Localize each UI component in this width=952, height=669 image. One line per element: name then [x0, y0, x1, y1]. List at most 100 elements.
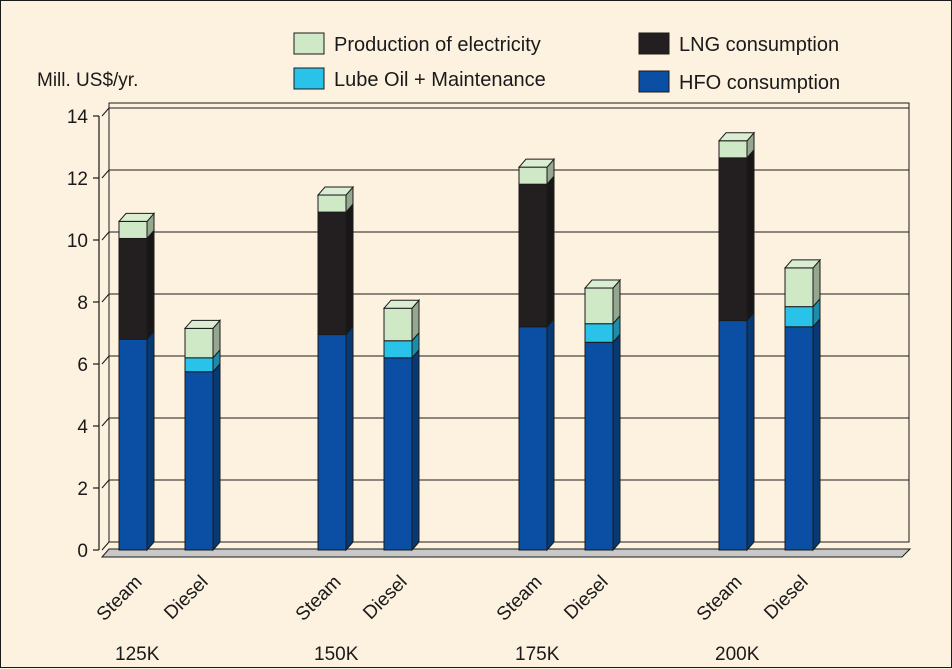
legend-production-of-electricity-label: Production of electricity	[334, 34, 541, 56]
bar-150K-steam-lng-consumption-front	[317, 211, 347, 336]
bar-top-125K-steam	[117, 212, 156, 222]
bar-150K-diesel-hfo-consumption-side	[411, 348, 420, 552]
bar-125K-steam-lng-consumption	[118, 229, 155, 341]
y-tick-label-8: 8	[77, 293, 88, 314]
bar-125K-steam-hfo-consumption	[118, 329, 155, 552]
bar-top-125K-diesel	[183, 319, 222, 329]
group-label-125K: 125K	[115, 644, 160, 665]
bar-175K-diesel-production-of-electricity	[584, 278, 621, 326]
bar-200K-steam-production-of-electricity-front	[718, 140, 748, 159]
y-tick-label-6: 6	[77, 355, 88, 376]
legend-lube-oil-maintenance-swatch	[293, 67, 325, 90]
y-tick-label-4: 4	[77, 417, 88, 438]
bar-125K-diesel-hfo-consumption-side	[212, 362, 221, 552]
bar-200K-steam-hfo-consumption	[718, 311, 755, 552]
bar-175K-diesel-lube-oil-maintenance-front	[584, 323, 614, 343]
bar-top-175K-diesel	[583, 279, 622, 289]
y-axis-label: Mill. US$/yr.	[37, 70, 138, 91]
legend-lng-consumption-swatch	[638, 32, 670, 55]
legend-production-of-electricity-swatch	[293, 32, 325, 55]
group-label-200K: 200K	[715, 644, 760, 665]
category-label-150K-diesel: Diesel	[359, 572, 411, 624]
grid-depth-0	[101, 541, 110, 551]
legend-hfo-consumption: HFO consumption	[638, 70, 840, 94]
bar-175K-steam-lng-consumption-front	[518, 183, 548, 328]
bar-200K-steam-lng-consumption	[718, 148, 755, 322]
bar-125K-diesel-hfo-consumption	[184, 362, 221, 552]
legend-lng-consumption-label: LNG consumption	[679, 34, 839, 56]
y-tick-label-2: 2	[77, 479, 88, 500]
bar-top-175K-steam	[517, 158, 556, 168]
bar-175K-steam-hfo-consumption	[518, 317, 555, 552]
bar-200K-diesel-hfo-consumption-side	[812, 317, 821, 552]
legend-lng-consumption: LNG consumption	[638, 32, 839, 56]
category-label-175K-diesel: Diesel	[560, 572, 612, 624]
bar-125K-steam-lng-consumption-front	[118, 237, 148, 340]
bar-150K-steam-production-of-electricity	[317, 185, 354, 214]
bar-150K-diesel-hfo-consumption-front	[383, 357, 413, 551]
bar-150K-diesel-lube-oil-maintenance	[383, 331, 420, 360]
y-tick-label-12: 12	[67, 169, 88, 190]
bar-200K-diesel-hfo-consumption	[784, 317, 821, 552]
bar-125K-steam-lng-consumption-side	[146, 229, 155, 341]
plot-floor	[100, 548, 912, 558]
bar-175K-steam-lng-consumption	[518, 174, 555, 329]
group-label-175K: 175K	[515, 644, 560, 665]
bar-125K-diesel-lube-oil-maintenance	[184, 348, 221, 374]
category-label-150K-steam: Steam	[292, 572, 346, 626]
bar-200K-steam-hfo-consumption-side	[746, 311, 755, 552]
bar-175K-steam-lng-consumption-side	[546, 174, 555, 329]
bar-top-200K-diesel	[783, 259, 822, 269]
bar-200K-steam-lng-consumption-front	[718, 157, 748, 322]
bar-125K-steam-hfo-consumption-side	[146, 329, 155, 552]
bar-200K-diesel-production-of-electricity-front	[784, 267, 814, 308]
legend-production-of-electricity: Production of electricity	[293, 32, 541, 56]
bar-175K-diesel-hfo-consumption-front	[584, 341, 614, 551]
y-tick-label-10: 10	[67, 231, 88, 252]
bar-150K-steam-lng-consumption-side	[345, 202, 354, 336]
bar-125K-diesel-production-of-electricity	[184, 319, 221, 360]
y-tick-label-14: 14	[67, 107, 89, 128]
bar-125K-steam-production-of-electricity-front	[118, 220, 148, 239]
bar-125K-steam-hfo-consumption-front	[118, 338, 148, 551]
category-label-200K-steam: Steam	[693, 572, 747, 626]
bar-150K-steam-production-of-electricity-front	[317, 194, 347, 213]
bar-top-150K-diesel	[382, 299, 421, 309]
bar-200K-diesel-lube-oil-maintenance-front	[784, 306, 814, 328]
bar-175K-diesel-production-of-electricity-front	[584, 287, 614, 325]
legend-hfo-consumption-label: HFO consumption	[679, 72, 840, 94]
bar-200K-diesel-hfo-consumption-front	[784, 326, 814, 551]
bar-175K-steam-hfo-consumption-front	[518, 326, 548, 551]
bar-top-150K-steam	[316, 186, 355, 196]
grid-depth-10	[101, 231, 110, 241]
y-tick-label-0: 0	[77, 541, 88, 562]
bar-150K-steam-lng-consumption	[317, 202, 354, 336]
bar-150K-steam-hfo-consumption	[317, 325, 354, 552]
legend-lube-oil-maintenance-label: Lube Oil + Maintenance	[334, 69, 546, 91]
grid-depth-12	[101, 169, 110, 179]
category-label-200K-diesel: Diesel	[760, 572, 812, 624]
category-label-175K-steam: Steam	[493, 572, 547, 626]
legend-hfo-consumption-swatch	[638, 70, 670, 93]
bar-175K-diesel-hfo-consumption-side	[612, 332, 621, 552]
grid-depth-8	[101, 293, 110, 303]
bar-175K-steam-hfo-consumption-side	[546, 317, 555, 552]
category-label-125K-diesel: Diesel	[160, 572, 212, 624]
bar-150K-diesel-production-of-electricity-front	[383, 307, 413, 342]
plot-back-wall	[108, 102, 910, 543]
grid-depth-6	[101, 355, 110, 365]
bar-200K-steam-hfo-consumption-front	[718, 320, 748, 551]
grid-depth-4	[101, 417, 110, 427]
bar-150K-diesel-production-of-electricity	[383, 298, 420, 343]
bar-175K-diesel-hfo-consumption	[584, 332, 621, 552]
bar-150K-diesel-lube-oil-maintenance-front	[383, 340, 413, 359]
grid-depth-14	[101, 107, 110, 117]
bar-150K-steam-hfo-consumption-front	[317, 334, 347, 551]
bar-125K-diesel-lube-oil-maintenance-front	[184, 357, 214, 373]
group-label-150K: 150K	[314, 644, 359, 665]
bar-125K-diesel-hfo-consumption-front	[184, 371, 214, 551]
bar-200K-steam-lng-consumption-side	[746, 148, 755, 322]
bar-top-200K-steam	[717, 132, 756, 142]
